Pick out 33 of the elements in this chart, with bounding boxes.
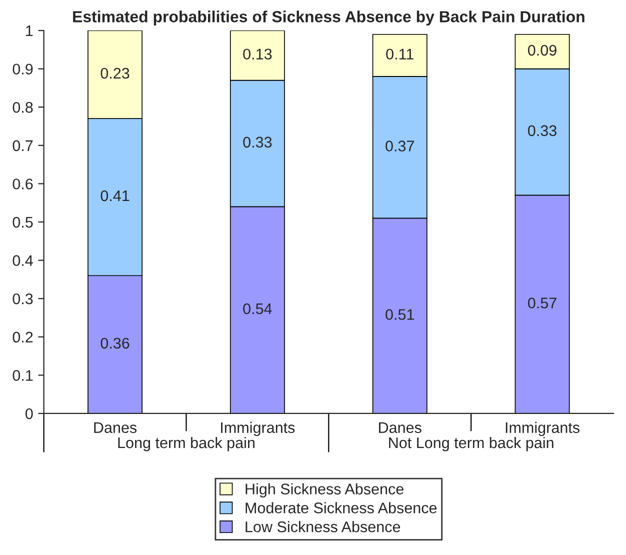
y-tick-label: 0.9 xyxy=(12,64,33,75)
y-tick-label: 0.6 xyxy=(12,178,33,190)
data-label: 0.13 xyxy=(243,48,272,60)
data-label: 0.36 xyxy=(100,338,130,349)
data-label: 0.09 xyxy=(528,44,556,56)
y-tick-label: 0.3 xyxy=(12,293,33,304)
y-tick-label: 0.8 xyxy=(12,102,33,113)
legend-label: High Sickness Absence xyxy=(246,483,404,498)
y-tick-label: 1 xyxy=(26,26,33,36)
data-label: 0.54 xyxy=(243,303,272,314)
y-tick-label: 0.4 xyxy=(12,255,33,266)
text: Not Long term back pain xyxy=(389,436,554,452)
data-label: 0.41 xyxy=(100,190,130,202)
data-label: 0.11 xyxy=(386,48,414,60)
data-label: 0.51 xyxy=(386,309,414,320)
legend-label: Low Sickness Absence xyxy=(246,521,400,532)
chart-title: Estimated probabilities of Sickness Absence by Back Pain Duration xyxy=(73,10,584,26)
y-tick-label: 0.7 xyxy=(12,140,33,152)
data-label: 0.57 xyxy=(528,298,556,308)
x-tick-label: Immigrants xyxy=(506,422,580,436)
x-tick-label: Danes xyxy=(94,422,137,434)
legend-label: Moderate Sickness Absence xyxy=(246,502,437,514)
data-label: 0.23 xyxy=(100,68,130,79)
x-tick-label: Immigrants xyxy=(221,422,295,436)
data-label: 0.33 xyxy=(528,125,556,136)
y-tick-label: 0.2 xyxy=(12,332,33,343)
data-label: 0.33 xyxy=(243,136,272,148)
y-tick-label: 0.1 xyxy=(12,370,33,381)
y-tick-label: 0 xyxy=(26,408,33,420)
data-label: 0.37 xyxy=(386,140,414,152)
text: Long term back pain xyxy=(118,436,254,452)
y-tick-label: 0.5 xyxy=(12,216,33,228)
x-tick-label: Danes xyxy=(379,422,422,434)
